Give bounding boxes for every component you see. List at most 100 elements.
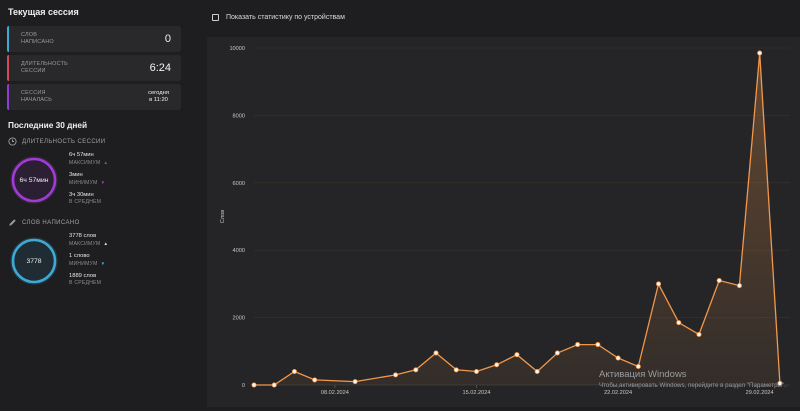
- data-point[interactable]: [595, 342, 601, 348]
- data-point[interactable]: [635, 363, 641, 369]
- data-point[interactable]: [514, 352, 520, 358]
- stat-value: 6ч 57мин: [69, 152, 94, 158]
- main-area: Показать статистику по устройствам 0 2000…: [196, 0, 800, 411]
- card-label-line: СЕССИЯ: [21, 90, 46, 96]
- y-axis-label: Слов: [220, 210, 226, 223]
- duration-ring: 6ч 57мин: [9, 155, 59, 205]
- stat-key-label: МАКСИМУМ: [69, 160, 101, 166]
- data-point[interactable]: [615, 355, 621, 361]
- words-stats: 3778 3778 слов МАКСИМУМ ▲ 1 слово МИНИМУМ…: [7, 233, 181, 292]
- last30-title: Последние 30 дней: [8, 120, 88, 130]
- card-label-line: НАЧАЛАСЬ: [21, 97, 53, 103]
- y-tick-label: 2000: [233, 316, 245, 322]
- card-label-line: ДЛИТЕЛЬНОСТЬ: [21, 61, 68, 67]
- stat-value: 3778 слов: [69, 233, 97, 239]
- data-point[interactable]: [716, 278, 722, 284]
- stat-key: МАКСИМУМ ▲: [69, 240, 108, 248]
- area-fill: [254, 53, 780, 385]
- stat-value: 3ч 30мин: [69, 192, 94, 198]
- data-point[interactable]: [554, 350, 560, 356]
- data-point[interactable]: [393, 372, 399, 378]
- stat-item-max: 6ч 57мин МАКСИМУМ ▲: [69, 152, 108, 167]
- stat-item-avg: 1889 слов В СРЕДНЕМ: [69, 273, 108, 287]
- y-tick-label: 4000: [233, 248, 245, 254]
- stat-value: 1889 слов: [69, 273, 97, 279]
- words-written-card: СЛОВ НАПИСАНО 0: [7, 26, 181, 52]
- watermark-subtitle: Чтобы активировать Windows, перейдите в …: [599, 382, 786, 389]
- data-point[interactable]: [777, 380, 783, 386]
- duration-stat-list: 6ч 57мин МАКСИМУМ ▲ 3мин МИНИМУМ ▼ 3ч 30ми…: [69, 152, 108, 211]
- x-tick-label: 08.02.2024: [321, 390, 349, 396]
- clock-icon: [8, 137, 17, 146]
- session-started-time: в 11:20: [149, 97, 168, 103]
- stat-key-label: МИНИМУМ: [69, 261, 98, 267]
- windows-activation-watermark: Активация Windows Чтобы активировать Win…: [599, 369, 786, 389]
- arrow-up-icon: ▲: [103, 160, 109, 165]
- data-point[interactable]: [575, 342, 581, 348]
- data-point[interactable]: [676, 320, 682, 326]
- x-tick-label: 22.02.2024: [604, 390, 632, 396]
- stat-key: В СРЕДНЕМ: [69, 280, 108, 287]
- data-point[interactable]: [433, 350, 439, 356]
- arrow-up-icon: ▲: [103, 241, 109, 246]
- card-accent-bar: [7, 26, 9, 52]
- duration-ring-value: 6ч 57мин: [19, 176, 49, 184]
- stat-key: МАКСИМУМ ▲: [69, 159, 108, 167]
- stat-value: 1 слово: [69, 253, 90, 259]
- stat-key: В СРЕДНЕМ: [69, 199, 108, 206]
- data-point[interactable]: [352, 379, 358, 385]
- card-label-line: НАПИСАНО: [21, 39, 54, 45]
- device-stats-label: Показать статистику по устройствам: [226, 14, 345, 21]
- card-accent-bar: [7, 55, 9, 81]
- session-duration-card: ДЛИТЕЛЬНОСТЬ СЕССИИ 6:24: [7, 55, 181, 81]
- words-ring-value: 3778: [26, 257, 42, 265]
- card-accent-bar: [7, 84, 9, 110]
- data-point[interactable]: [291, 369, 297, 375]
- y-tick-label: 0: [242, 383, 245, 389]
- data-point[interactable]: [251, 382, 257, 388]
- words-ring: 3778: [9, 236, 59, 286]
- chart-canvas: 0 2000 4000 6000 8000 10000 08.02.2024 15.02.20…: [220, 46, 790, 396]
- data-point[interactable]: [271, 382, 277, 388]
- stat-item-min: 1 слово МИНИМУМ ▼: [69, 253, 108, 268]
- data-point[interactable]: [453, 367, 459, 373]
- duration-heading-label: ДЛИТЕЛЬНОСТЬ СЕССИИ: [22, 138, 106, 145]
- stat-item-min: 3мин МИНИМУМ ▼: [69, 172, 108, 187]
- arrow-down-icon: ▼: [100, 261, 106, 266]
- x-tick-label: 15.02.2024: [462, 390, 490, 396]
- device-stats-checkbox[interactable]: [212, 14, 219, 21]
- session-started-value: сегодня в 11:20: [148, 90, 181, 105]
- words-stat-list: 3778 слов МАКСИМУМ ▲ 1 слово МИНИМУМ ▼ 188…: [69, 233, 108, 292]
- current-session-title: Текущая сессия: [8, 7, 79, 17]
- session-started-day: сегодня: [148, 89, 169, 96]
- data-point[interactable]: [757, 50, 763, 56]
- stat-key: МИНИМУМ ▼: [69, 179, 108, 187]
- data-point[interactable]: [656, 281, 662, 287]
- session-duration-value: 6:24: [149, 62, 171, 74]
- y-tick-label: 10000: [229, 46, 245, 52]
- y-tick-label: 8000: [233, 113, 245, 119]
- sidebar: Текущая сессия СЛОВ НАПИСАНО 0 ДЛИТЕЛЬНО…: [0, 0, 188, 411]
- session-started-card: СЕССИЯ НАЧАЛАСЬ сегодня в 11:20: [7, 84, 181, 110]
- stat-item-max: 3778 слов МАКСИМУМ ▲: [69, 233, 108, 248]
- data-point[interactable]: [696, 331, 702, 337]
- stat-key-label: В СРЕДНЕМ: [69, 280, 102, 286]
- data-point[interactable]: [736, 283, 742, 289]
- device-stats-toggle[interactable]: Показать статистику по устройствам: [212, 14, 345, 21]
- words-written-value: 0: [164, 33, 171, 45]
- words-heading-label: СЛОВ НАПИСАНО: [22, 219, 80, 226]
- stat-key-label: МИНИМУМ: [69, 180, 98, 186]
- data-point[interactable]: [312, 377, 318, 383]
- card-label: СЕССИЯ НАЧАЛАСЬ: [21, 90, 52, 104]
- duration-heading: ДЛИТЕЛЬНОСТЬ СЕССИИ: [8, 137, 181, 146]
- words-heading: СЛОВ НАПИСАНО: [8, 218, 181, 227]
- pencil-icon: [8, 218, 17, 227]
- card-label: СЛОВ НАПИСАНО: [21, 32, 54, 46]
- data-point[interactable]: [413, 367, 419, 373]
- duration-stats: 6ч 57мин 6ч 57мин МАКСИМУМ ▲ 3мин МИНИМУМ…: [7, 152, 181, 211]
- x-tick-label: 29.02.2024: [746, 390, 774, 396]
- data-point[interactable]: [473, 369, 479, 375]
- data-point[interactable]: [534, 369, 540, 375]
- card-label: ДЛИТЕЛЬНОСТЬ СЕССИИ: [21, 61, 68, 75]
- data-point[interactable]: [494, 362, 500, 368]
